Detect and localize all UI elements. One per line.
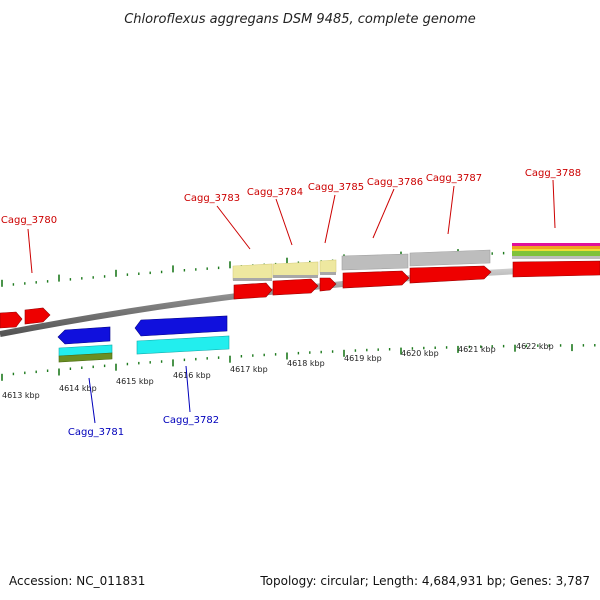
gene-arrow-3782[interactable] (134, 315, 228, 337)
gene-arrow-3784[interactable] (272, 278, 319, 296)
gene-labels: Cagg_3780 Cagg_3783 Cagg_3784 Cagg_3785 … (1, 168, 581, 438)
forward-features (232, 243, 600, 281)
scale-label: 4618 kbp (287, 359, 325, 368)
feature-band-yellow[interactable] (512, 249, 600, 251)
feature-band-green[interactable] (512, 251, 600, 256)
gene-label-cagg-3785[interactable]: Cagg_3785 (308, 182, 364, 193)
feature-band-magenta[interactable] (512, 243, 600, 246)
scale-label: 4617 kbp (230, 365, 268, 374)
feature-shadow (273, 275, 318, 278)
scale-label: 4616 kbp (173, 371, 211, 380)
leader-line-3784 (275, 198, 293, 246)
scale-label: 4619 kbp (344, 354, 382, 363)
feature-khaki-3783[interactable] (232, 263, 273, 281)
leader-line-3786 (372, 188, 395, 239)
scale-label: 4613 kbp (2, 391, 40, 400)
gene-label-cagg-3781[interactable]: Cagg_3781 (68, 427, 124, 438)
feature-band-orange[interactable] (512, 246, 600, 249)
leader-line-3780 (27, 228, 33, 274)
gene-label-cagg-3780[interactable]: Cagg_3780 (1, 215, 57, 226)
feature-khaki-3784[interactable] (272, 261, 319, 278)
label-leaders (27, 179, 556, 424)
genome-summary-text: Topology: circular; Length: 4,684,931 bp… (260, 574, 590, 588)
leader-line-3781 (88, 377, 96, 424)
feature-cyan-3782[interactable] (136, 335, 230, 355)
feature-grey-3786[interactable] (341, 253, 409, 271)
gene-arrow-3785[interactable] (319, 277, 337, 292)
scale-label: 4614 kbp (59, 384, 97, 393)
bottom-scale-ticks (1, 344, 596, 381)
feature-grey-3787[interactable] (409, 249, 491, 267)
leader-line-3785 (324, 194, 336, 244)
feature-olive-3781[interactable] (58, 352, 113, 363)
scale-labels: 4613 kbp 4614 kbp 4615 kbp 4616 kbp 4617… (2, 342, 554, 400)
feature-khaki-3785[interactable] (319, 259, 337, 274)
gene-arrow-3780[interactable] (24, 307, 51, 325)
gene-label-cagg-3786[interactable]: Cagg_3786 (367, 177, 423, 188)
reverse-features (58, 335, 230, 363)
gene-label-cagg-3782[interactable]: Cagg_3782 (163, 415, 219, 426)
leader-line-3783 (216, 205, 251, 250)
accession-text: Accession: NC_011831 (9, 574, 146, 588)
gene-arrow-3786[interactable] (342, 270, 410, 289)
feature-band-grey[interactable] (512, 256, 600, 259)
leader-line-3782 (185, 365, 191, 413)
gene-arrow-3783[interactable] (233, 282, 273, 300)
gene-label-cagg-3783[interactable]: Cagg_3783 (184, 193, 240, 204)
map-title: Chloroflexus aggregans DSM 9485, complet… (124, 12, 476, 27)
gene-arrow-3779[interactable] (0, 311, 23, 329)
gene-label-cagg-3787[interactable]: Cagg_3787 (426, 173, 482, 184)
gene-arrow-3787[interactable] (409, 265, 492, 284)
scale-label: 4621 kbp (458, 345, 496, 354)
scale-label: 4622 kbp (516, 342, 554, 351)
gene-label-cagg-3788[interactable]: Cagg_3788 (525, 168, 581, 179)
feature-shadow (233, 278, 272, 281)
scale-label: 4615 kbp (116, 377, 154, 386)
leader-line-3787 (447, 185, 455, 235)
leader-line-3788 (552, 179, 556, 229)
scale-label: 4620 kbp (401, 349, 439, 358)
gene-arrow-3781[interactable] (57, 326, 111, 345)
reverse-genes (57, 315, 228, 345)
gene-arrow-3788[interactable] (512, 260, 600, 278)
feature-shadow (320, 272, 336, 275)
gene-label-cagg-3784[interactable]: Cagg_3784 (247, 187, 303, 198)
forward-genes (0, 260, 600, 329)
